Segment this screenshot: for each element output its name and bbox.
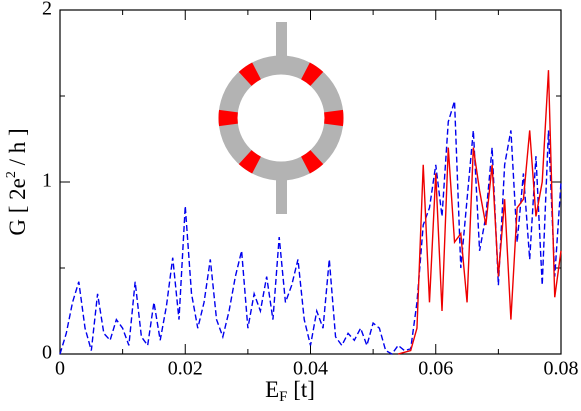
ring-barrier <box>238 62 262 87</box>
y-label-sup: 2 <box>4 171 19 178</box>
y-axis-label: G [ 2e2 / h ] <box>4 128 30 235</box>
y-tick-label: 0 <box>42 342 52 364</box>
x-label-rest: [t] <box>287 377 314 402</box>
plot-frame <box>59 9 562 355</box>
x-label-main: E <box>265 377 279 402</box>
y-label-main: G [ 2e <box>5 178 30 235</box>
series-line <box>397 70 562 355</box>
x-tick-label: 0 <box>55 358 65 380</box>
x-label-sub: F <box>279 389 287 405</box>
ring <box>218 55 344 181</box>
lead-bottom <box>276 174 287 214</box>
series-line <box>59 100 562 355</box>
x-tick-label: 0.06 <box>418 358 453 380</box>
ring-barrier <box>300 149 324 174</box>
ring-barrier <box>300 62 324 87</box>
ring-inset <box>218 22 344 214</box>
y-tick-label: 1 <box>42 170 52 192</box>
x-axis-label: EF [t] <box>265 377 315 405</box>
y-tick-label: 2 <box>42 0 52 20</box>
lead-top <box>276 22 287 62</box>
x-tick-label: 0.08 <box>544 358 579 380</box>
x-tick-label: 0.04 <box>293 358 328 380</box>
ring-barrier <box>238 149 262 174</box>
y-label-rest: / h ] <box>5 128 30 171</box>
x-tick-label: 0.02 <box>168 358 203 380</box>
